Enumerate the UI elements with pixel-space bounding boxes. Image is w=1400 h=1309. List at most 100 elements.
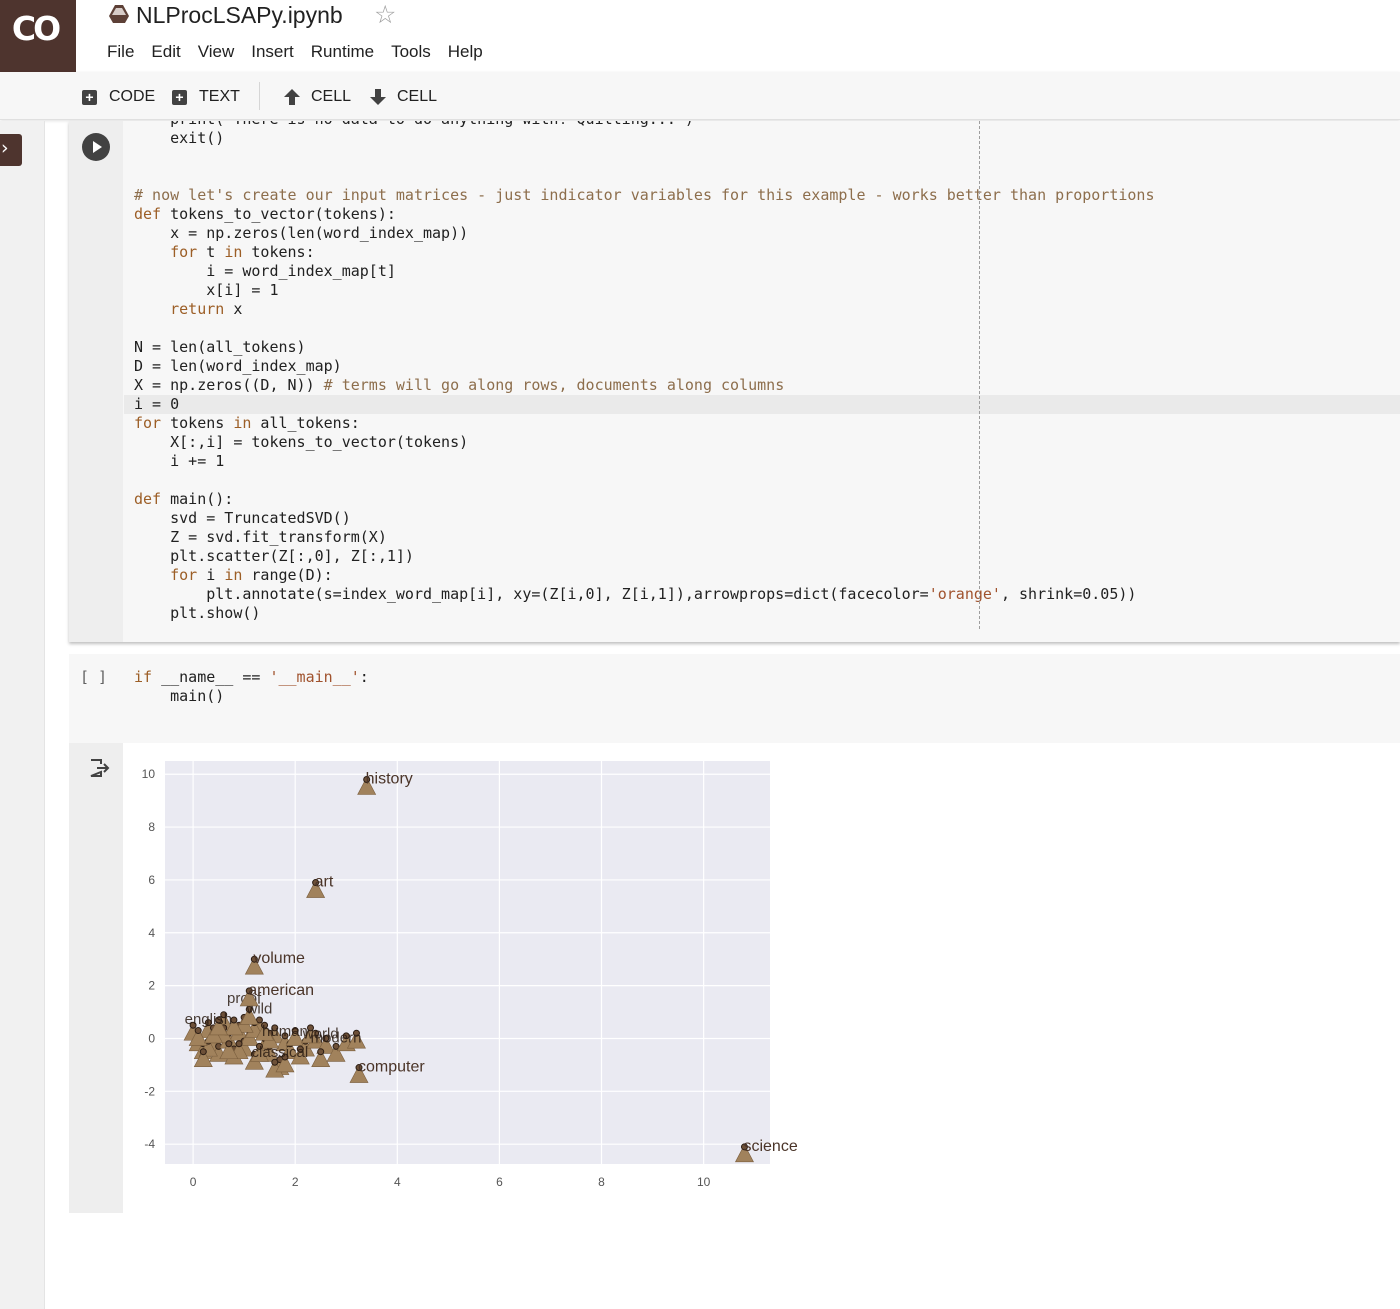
- code-line: D = len(word_index_map): [134, 357, 1400, 376]
- cluster-marker-point: [322, 1034, 330, 1042]
- point-marker-point: [740, 1143, 748, 1151]
- expand-sidebar-button[interactable]: ›: [0, 134, 22, 166]
- code-token: in: [224, 243, 243, 261]
- menu-insert[interactable]: Insert: [251, 42, 294, 61]
- cluster-marker: [311, 1049, 331, 1067]
- code-token: :: [359, 668, 369, 686]
- code-token: def: [134, 490, 162, 508]
- cluster-marker: [239, 1006, 259, 1025]
- cluster-marker-point: [281, 1032, 289, 1040]
- code-cell[interactable]: print("There is no data to do anything w…: [69, 121, 1400, 642]
- x-tick-label: 0: [190, 1175, 197, 1189]
- cluster-marker-point: [194, 1027, 202, 1035]
- point-label: history: [366, 770, 413, 787]
- y-tick-label: 2: [148, 979, 155, 993]
- add-code-button[interactable]: + CODE: [82, 86, 155, 108]
- y-tick-label: -4: [144, 1137, 155, 1151]
- arrow-up-icon: [284, 89, 300, 105]
- code-line: plt.scatter(Z[:,0], Z[:,1]): [134, 547, 1400, 566]
- code-line: [134, 471, 1400, 490]
- code-token: D = len(word_index_map): [134, 357, 342, 375]
- toolbar-divider: [259, 82, 260, 110]
- move-up-label: CELL: [311, 88, 352, 105]
- code-line: if __name__ == '__main__':: [134, 668, 369, 687]
- star-icon[interactable]: ☆: [374, 1, 397, 29]
- colab-logo[interactable]: CO: [0, 0, 76, 72]
- plus-icon: +: [172, 89, 187, 105]
- cluster-marker: [219, 1041, 239, 1060]
- cluster-marker-point: [245, 1005, 253, 1013]
- move-cell-up-button[interactable]: CELL: [283, 86, 351, 108]
- menu-edit[interactable]: Edit: [151, 42, 181, 61]
- code-token: x = np.zeros(len(word_index_map)): [134, 224, 469, 242]
- code-line: x = np.zeros(len(word_index_map)): [134, 224, 1400, 243]
- menu-bar: File Edit View Insert Runtime Tools Help: [107, 42, 500, 62]
- menu-help[interactable]: Help: [447, 42, 483, 61]
- move-cell-down-button[interactable]: CELL: [369, 86, 437, 108]
- code-line: i += 1: [134, 452, 1400, 471]
- cluster-marker-point: [255, 1042, 263, 1050]
- cell-execution-prompt[interactable]: [ ]: [80, 668, 108, 686]
- cluster-marker: [290, 1046, 310, 1065]
- point-marker: [734, 1144, 754, 1163]
- code-line: print("There is no data to do anything w…: [134, 121, 1400, 129]
- code-token: main():: [161, 490, 234, 508]
- point-label: art: [315, 874, 334, 891]
- line-length-ruler: [979, 121, 980, 629]
- code-line: X = np.zeros((D, N)) # terms will go alo…: [134, 376, 1400, 395]
- cluster-marker: [188, 1027, 208, 1046]
- code-token: x: [224, 300, 243, 318]
- x-tick-label: 10: [697, 1175, 711, 1189]
- code-token: [134, 300, 170, 318]
- menu-file[interactable]: File: [107, 42, 135, 61]
- code-token: x[i] = 1: [134, 281, 279, 299]
- code-token: i: [197, 566, 225, 584]
- code-line: [134, 167, 1400, 186]
- code-token: t: [197, 243, 225, 261]
- menu-tools[interactable]: Tools: [391, 42, 431, 61]
- notebook-title[interactable]: NLProcLSAPy.ipynb: [136, 2, 343, 28]
- cluster-marker-point: [271, 1058, 279, 1066]
- code-token: return: [170, 300, 225, 318]
- cluster-marker: [301, 1025, 321, 1044]
- code-editor[interactable]: print("There is no data to do anything w…: [124, 121, 1400, 623]
- cluster-marker-point: [352, 1029, 360, 1037]
- cluster-label: human: [262, 1023, 308, 1040]
- plot-area: [165, 761, 770, 1164]
- code-token: '__main__': [269, 668, 360, 686]
- code-line: plt.annotate(s=index_word_map[i], xy=(Z[…: [134, 585, 1400, 604]
- code-token: i += 1: [134, 452, 225, 470]
- code-token: for: [170, 566, 198, 584]
- logo-text: CO: [11, 9, 61, 48]
- cluster-marker: [209, 1017, 229, 1036]
- code-cell-main[interactable]: [ ] if __name__ == '__main__': main(): [69, 654, 1400, 743]
- y-tick-label: 4: [148, 926, 155, 940]
- code-line: for t in tokens:: [134, 243, 1400, 262]
- x-tick-label: 6: [496, 1175, 503, 1189]
- cluster-marker: [224, 1017, 244, 1036]
- code-line: plt.show(): [134, 604, 1400, 623]
- code-line: i = 0: [124, 395, 1400, 414]
- scatter-plot: 0246810-4-20246810proofwildworldclassica…: [142, 761, 798, 1189]
- output-icon[interactable]: [88, 757, 110, 779]
- cell-gutter: [69, 121, 123, 642]
- add-text-button[interactable]: + TEXT: [172, 86, 240, 108]
- code-line: exit(): [134, 129, 1400, 148]
- code-line: # now let's create our input matrices - …: [134, 186, 1400, 205]
- arrow-down-icon: [370, 89, 386, 105]
- run-cell-button[interactable]: [82, 133, 110, 161]
- menu-view[interactable]: View: [197, 42, 235, 61]
- point-marker-point: [245, 987, 253, 995]
- add-code-label: CODE: [109, 88, 156, 105]
- cluster-marker-point: [317, 1048, 325, 1056]
- x-tick-label: 4: [394, 1175, 401, 1189]
- point-label: science: [743, 1138, 797, 1155]
- plus-icon: +: [82, 89, 97, 105]
- code-token: N = len(all_tokens): [134, 338, 306, 356]
- cluster-marker-point: [342, 1032, 350, 1040]
- code-token: plt.annotate(s=index_word_map[i], xy=(Z[…: [134, 585, 929, 603]
- menu-runtime[interactable]: Runtime: [310, 42, 375, 61]
- code-editor[interactable]: if __name__ == '__main__': main(): [134, 668, 369, 706]
- cluster-marker-point: [204, 1019, 212, 1027]
- cluster-marker-point: [281, 1053, 289, 1061]
